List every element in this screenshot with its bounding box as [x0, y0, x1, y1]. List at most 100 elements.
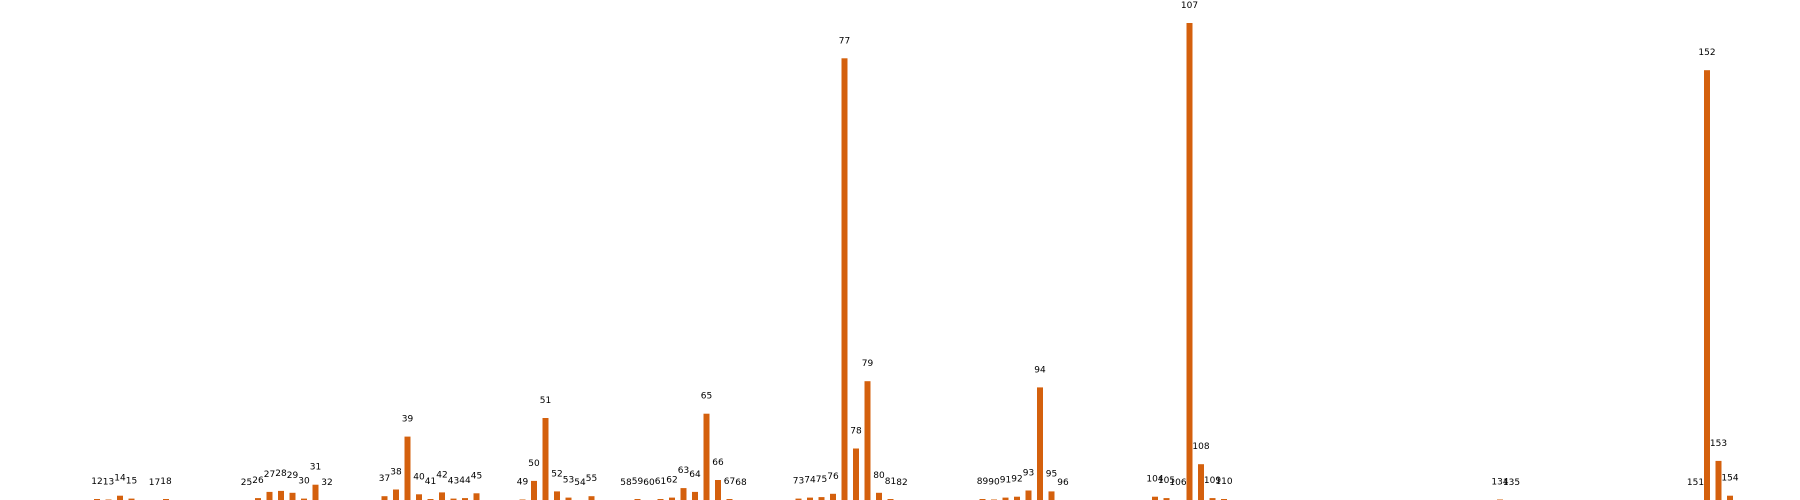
- bar-154: [1727, 495, 1733, 500]
- bar-28: [278, 490, 284, 500]
- bar-80: [876, 492, 882, 500]
- bar-74: [807, 497, 813, 500]
- bar-label-135: 135: [1503, 478, 1520, 488]
- bar-30: [301, 498, 307, 500]
- bars-layer: [94, 23, 1733, 500]
- bar-label-106: 106: [1169, 478, 1186, 488]
- bar-label-67: 67: [724, 477, 735, 487]
- bar-label-77: 77: [839, 36, 850, 46]
- bar-label-37: 37: [379, 474, 390, 484]
- bar-40: [416, 494, 422, 500]
- bar-79: [864, 381, 871, 500]
- bar-93: [1025, 490, 1032, 500]
- bar-label-42: 42: [436, 470, 447, 480]
- bar-label-49: 49: [517, 478, 529, 488]
- bar-95: [1048, 491, 1055, 500]
- bar-62: [669, 497, 675, 500]
- bar-label-55: 55: [586, 474, 597, 484]
- bar-label-94: 94: [1034, 365, 1046, 375]
- bar-label-153: 153: [1710, 439, 1727, 449]
- bar-29: [289, 492, 296, 500]
- bar-44: [462, 498, 468, 500]
- bar-label-17: 17: [149, 478, 160, 488]
- bar-label-25: 25: [241, 478, 252, 488]
- bar-label-44: 44: [459, 476, 471, 486]
- bar-label-63: 63: [678, 466, 689, 476]
- bar-label-152: 152: [1698, 48, 1715, 58]
- bar-label-29: 29: [287, 471, 299, 481]
- bar-45: [473, 493, 480, 500]
- bar-label-79: 79: [862, 359, 874, 369]
- bar-64: [692, 491, 698, 500]
- bar-label-91: 91: [1000, 476, 1011, 486]
- bar-76: [830, 493, 836, 500]
- bar-42: [439, 492, 445, 500]
- bar-label-12: 12: [91, 477, 102, 487]
- bar-label-65: 65: [701, 392, 712, 402]
- bar-109: [1209, 498, 1216, 500]
- bar-label-82: 82: [896, 478, 907, 488]
- bar-108: [1198, 464, 1204, 500]
- bar-38: [393, 489, 399, 500]
- bar-label-40: 40: [413, 472, 425, 482]
- bar-label-109: 109: [1204, 476, 1221, 486]
- bar-label-14: 14: [114, 474, 126, 484]
- bar-92: [1014, 496, 1020, 500]
- bar-105: [1163, 498, 1170, 500]
- bar-91: [1002, 497, 1009, 500]
- bar-label-45: 45: [471, 471, 482, 481]
- bar-label-41: 41: [425, 477, 436, 487]
- bar-label-18: 18: [160, 477, 172, 487]
- bar-label-95: 95: [1046, 469, 1057, 479]
- bar-77: [841, 58, 848, 500]
- bar-55: [588, 496, 595, 500]
- bar-label-53: 53: [563, 476, 574, 486]
- bar-14: [117, 495, 123, 500]
- bar-label-38: 38: [390, 468, 402, 478]
- bar-label-108: 108: [1192, 442, 1209, 452]
- bar-label-73: 73: [793, 477, 804, 487]
- bar-label-27: 27: [264, 470, 275, 480]
- bar-label-92: 92: [1011, 475, 1022, 485]
- bar-label-90: 90: [988, 478, 1000, 488]
- bar-label-89: 89: [977, 477, 989, 487]
- bar-107: [1186, 23, 1193, 500]
- bar-label-64: 64: [689, 470, 701, 480]
- bar-label-13: 13: [103, 478, 114, 488]
- bar-label-154: 154: [1721, 474, 1738, 484]
- bar-label-81: 81: [885, 477, 896, 487]
- bar-label-26: 26: [252, 476, 264, 486]
- bar-label-30: 30: [298, 477, 310, 487]
- bar-label-74: 74: [804, 476, 816, 486]
- bar-50: [531, 480, 537, 500]
- bar-15: [128, 498, 135, 500]
- bar-37: [381, 496, 388, 500]
- bar-104: [1152, 496, 1158, 500]
- bar-39: [404, 436, 411, 500]
- bar-51: [542, 418, 549, 500]
- bar-label-39: 39: [402, 415, 414, 425]
- bar-label-76: 76: [827, 472, 839, 482]
- bar-label-93: 93: [1023, 469, 1034, 479]
- bar-label-28: 28: [275, 469, 287, 479]
- bar-label-104: 104: [1146, 475, 1163, 485]
- bar-label-96: 96: [1057, 478, 1069, 488]
- bar-label-151: 151: [1687, 478, 1704, 488]
- bar-53: [565, 497, 572, 500]
- bar-label-78: 78: [850, 427, 862, 437]
- bar-label-52: 52: [551, 469, 562, 479]
- bar-31: [312, 484, 319, 500]
- bar-73: [795, 498, 802, 500]
- bar-66: [715, 480, 721, 500]
- bar-label-50: 50: [528, 459, 540, 469]
- bar-43: [450, 498, 457, 500]
- bar-78: [853, 448, 859, 500]
- bar-26: [255, 498, 261, 500]
- bar-label-59: 59: [632, 477, 644, 487]
- bar-label-66: 66: [712, 458, 724, 468]
- bar-94: [1037, 387, 1043, 500]
- bar-52: [554, 491, 560, 500]
- bar-label-15: 15: [126, 477, 137, 487]
